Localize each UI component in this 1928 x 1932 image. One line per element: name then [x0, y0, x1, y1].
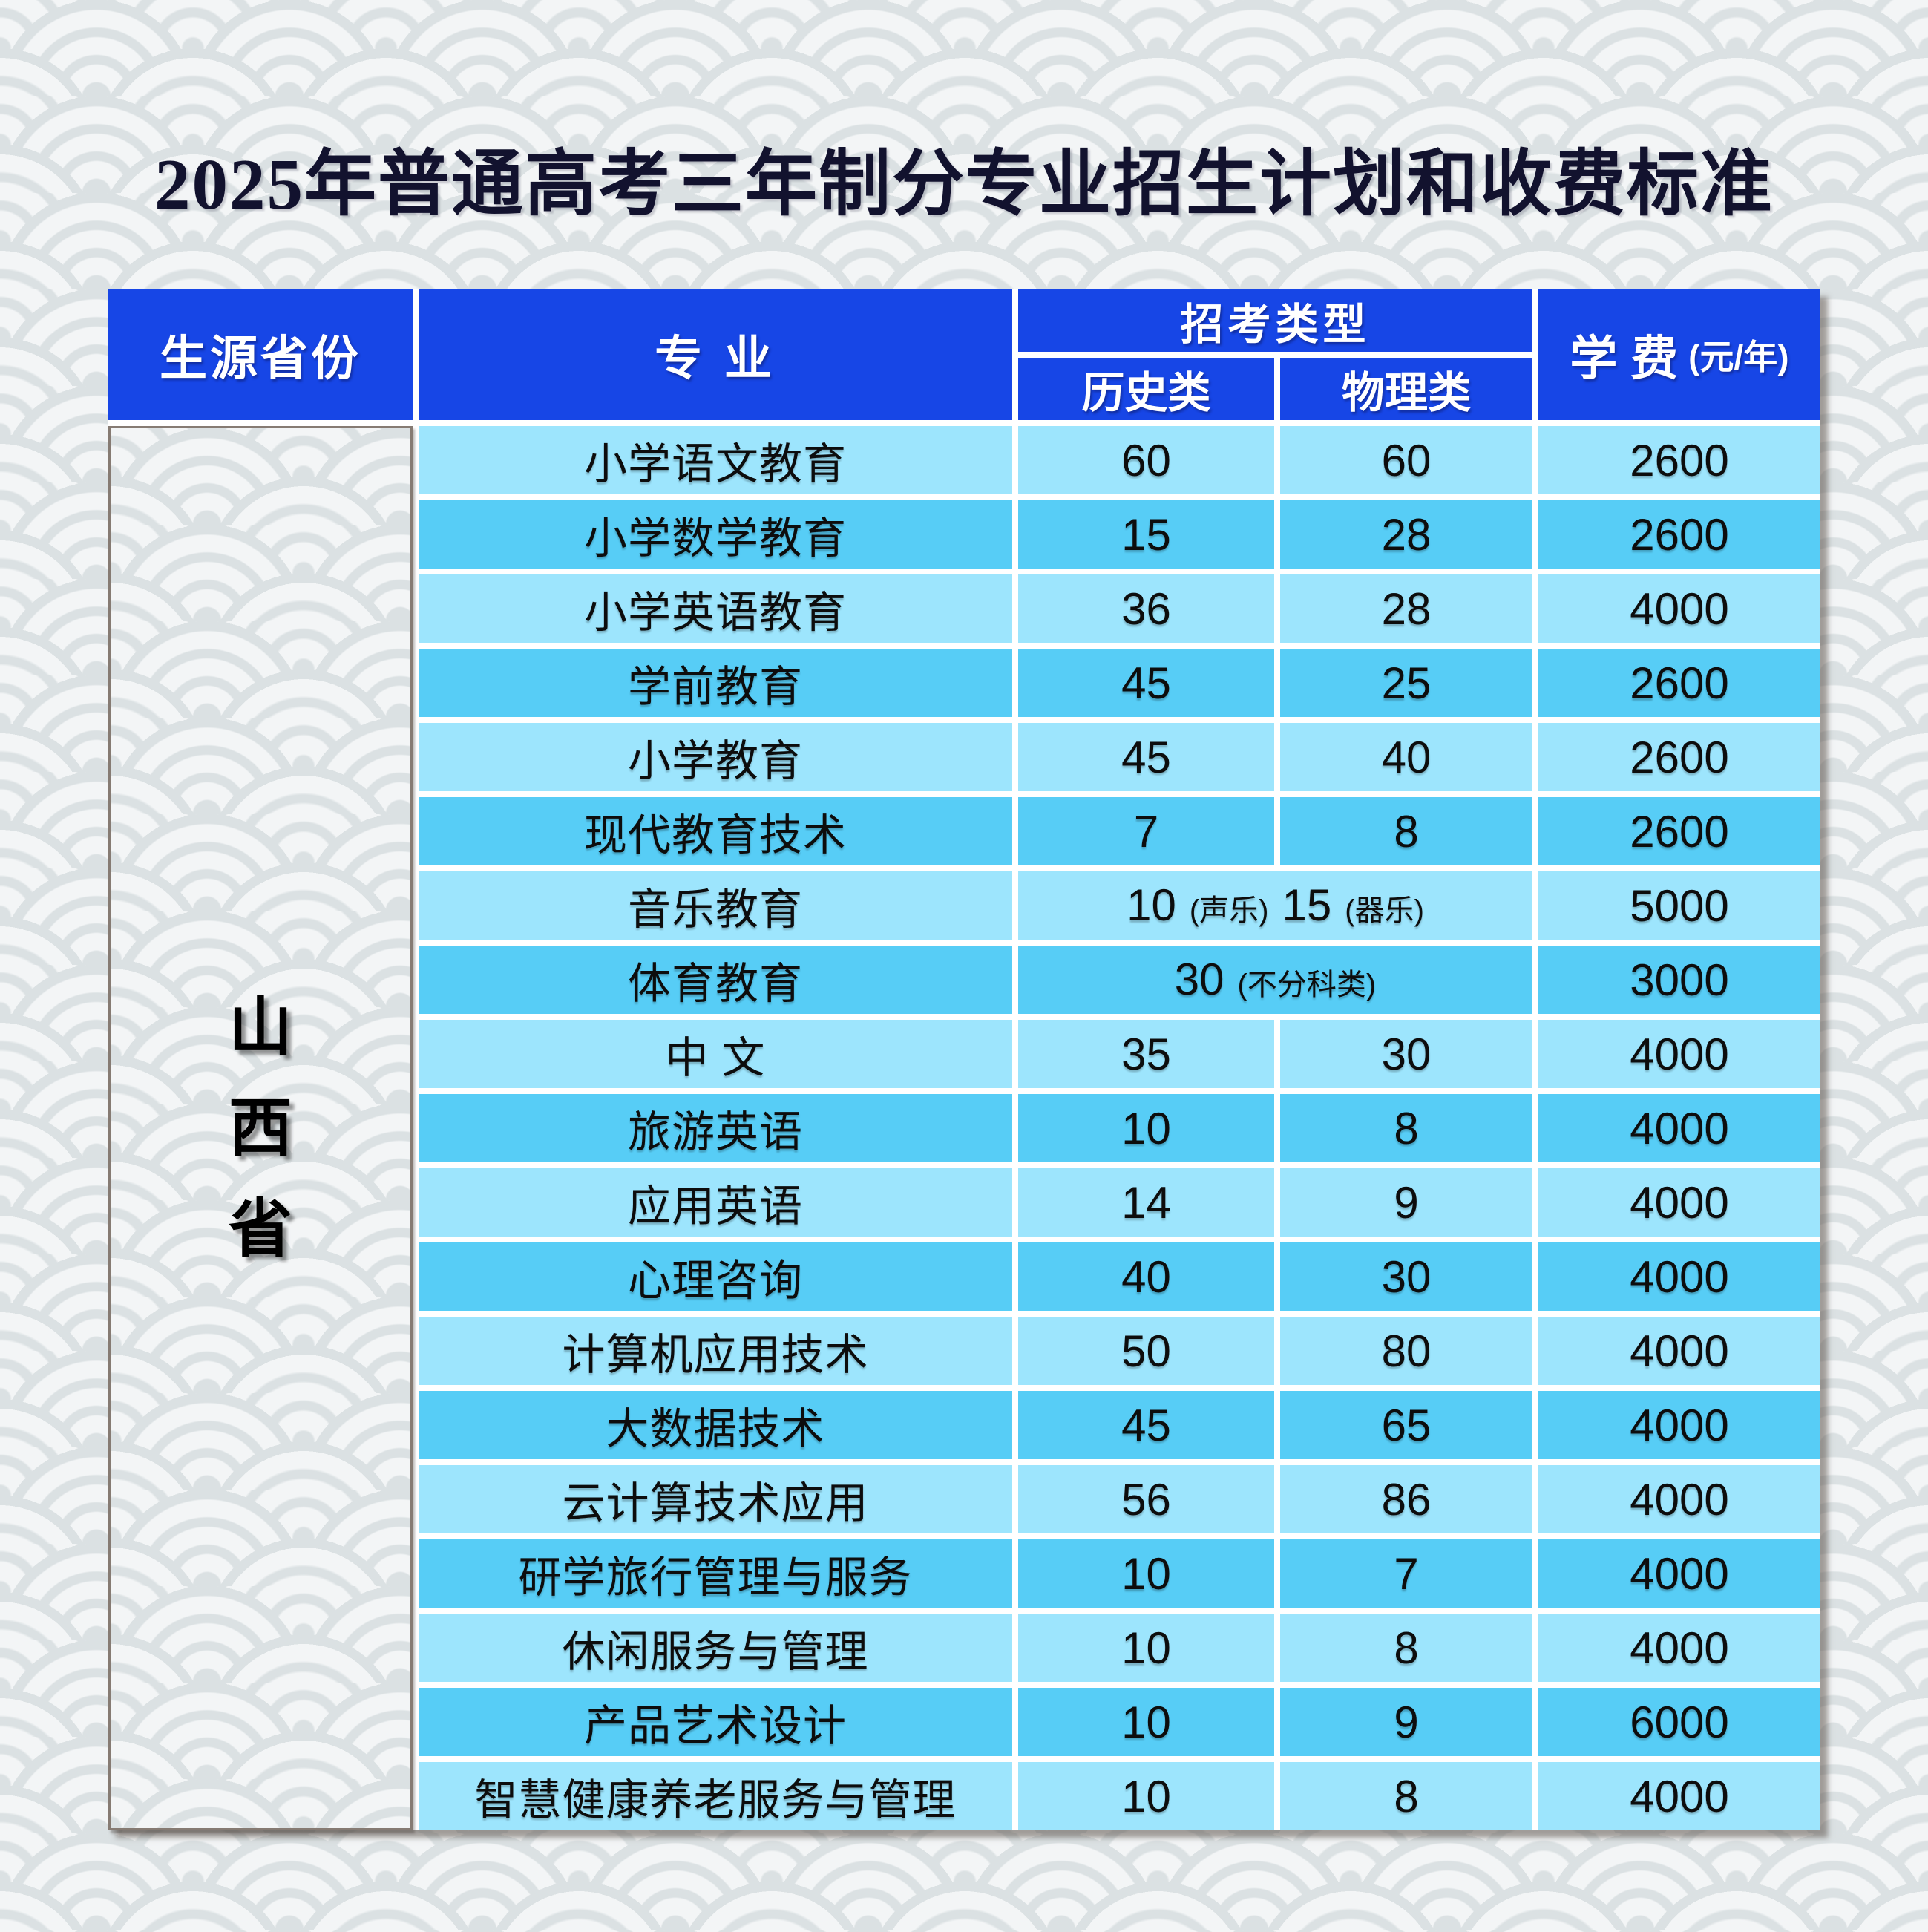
major-cell: 现代教育技术: [419, 797, 1012, 865]
fee-cell: 4000: [1538, 1317, 1820, 1385]
fee-cell: 4000: [1538, 1614, 1820, 1682]
major-cell: 云计算技术应用: [419, 1465, 1012, 1533]
major-cell: 音乐教育: [419, 871, 1012, 940]
fee-cell: 2600: [1538, 797, 1820, 865]
fee-cell: 4000: [1538, 1465, 1820, 1533]
history-count-cell: 45: [1018, 723, 1274, 791]
history-count-cell: 10: [1018, 1094, 1274, 1162]
physics-count-cell: 40: [1280, 723, 1532, 791]
physics-count-cell: 9: [1280, 1168, 1532, 1237]
major-cell: 中 文: [419, 1020, 1012, 1088]
history-count-cell: 45: [1018, 649, 1274, 717]
history-count-cell: 45: [1018, 1391, 1274, 1459]
fee-cell: 2600: [1538, 426, 1820, 494]
header-fee: 学 费 (元/年): [1538, 289, 1820, 420]
physics-count-cell: 30: [1280, 1020, 1532, 1088]
type-merged-cell: 10 (声乐) 15 (器乐): [1018, 871, 1532, 940]
province-char: 山: [229, 992, 292, 1063]
major-cell: 大数据技术: [419, 1391, 1012, 1459]
merged-count: 10: [1127, 880, 1176, 930]
major-cell: 心理咨询: [419, 1242, 1012, 1311]
history-count-cell: 10: [1018, 1614, 1274, 1682]
fee-cell: 4000: [1538, 1020, 1820, 1088]
major-cell: 旅游英语: [419, 1094, 1012, 1162]
major-cell: 小学语文教育: [419, 426, 1012, 494]
fee-cell: 4000: [1538, 1094, 1820, 1162]
major-cell: 计算机应用技术: [419, 1317, 1012, 1385]
history-count-cell: 36: [1018, 574, 1274, 643]
major-cell: 小学教育: [419, 723, 1012, 791]
type-merged-cell: 30 (不分科类): [1018, 946, 1532, 1014]
physics-count-cell: 8: [1280, 1762, 1532, 1830]
physics-count-cell: 30: [1280, 1242, 1532, 1311]
physics-count-cell: 86: [1280, 1465, 1532, 1533]
fee-cell: 2600: [1538, 723, 1820, 791]
history-count-cell: 10: [1018, 1762, 1274, 1830]
admission-table: 生源省份 专 业 招考类型 历史类 物理类 学 费 (元/年) 山西省 小学语文…: [108, 289, 1820, 1830]
merged-count-note: (声乐): [1189, 894, 1269, 927]
physics-count-cell: 28: [1280, 500, 1532, 569]
physics-count-cell: 65: [1280, 1391, 1532, 1459]
page-title: 2025年普通高考三年制分专业招生计划和收费标准: [154, 145, 1774, 224]
fee-cell: 4000: [1538, 574, 1820, 643]
province-char: 省: [229, 1193, 292, 1265]
history-count-cell: 40: [1018, 1242, 1274, 1311]
header-type-group: 招考类型: [1018, 289, 1532, 352]
fee-cell: 4000: [1538, 1242, 1820, 1311]
history-count-cell: 50: [1018, 1317, 1274, 1385]
physics-count-cell: 25: [1280, 649, 1532, 717]
fee-cell: 4000: [1538, 1762, 1820, 1830]
fee-cell: 4000: [1538, 1391, 1820, 1459]
merged-count-note: (不分科类): [1237, 969, 1377, 1001]
history-count-cell: 14: [1018, 1168, 1274, 1237]
physics-count-cell: 8: [1280, 1614, 1532, 1682]
province-char: 西: [229, 1093, 292, 1164]
header-province: 生源省份: [108, 289, 413, 420]
fee-cell: 6000: [1538, 1688, 1820, 1756]
major-cell: 研学旅行管理与服务: [419, 1539, 1012, 1608]
major-cell: 产品艺术设计: [419, 1688, 1012, 1756]
major-cell: 小学数学教育: [419, 500, 1012, 569]
physics-count-cell: 8: [1280, 1094, 1532, 1162]
header-fee-main: 学 费: [1570, 332, 1679, 385]
history-count-cell: 56: [1018, 1465, 1274, 1533]
fee-cell: 5000: [1538, 871, 1820, 940]
header-major: 专 业: [419, 289, 1012, 420]
fee-cell: 4000: [1538, 1539, 1820, 1608]
merged-count: 15: [1282, 880, 1332, 930]
merged-count: 30: [1174, 954, 1224, 1004]
fee-cell: 2600: [1538, 500, 1820, 569]
major-cell: 应用英语: [419, 1168, 1012, 1237]
history-count-cell: 60: [1018, 426, 1274, 494]
physics-count-cell: 80: [1280, 1317, 1532, 1385]
history-count-cell: 10: [1018, 1539, 1274, 1608]
physics-count-cell: 7: [1280, 1539, 1532, 1608]
fee-cell: 4000: [1538, 1168, 1820, 1237]
fee-cell: 3000: [1538, 946, 1820, 1014]
physics-count-cell: 60: [1280, 426, 1532, 494]
history-count-cell: 15: [1018, 500, 1274, 569]
physics-count-cell: 8: [1280, 797, 1532, 865]
history-count-cell: 35: [1018, 1020, 1274, 1088]
major-cell: 小学英语教育: [419, 574, 1012, 643]
fee-cell: 2600: [1538, 649, 1820, 717]
history-count-cell: 7: [1018, 797, 1274, 865]
header-fee-unit: (元/年): [1688, 338, 1789, 376]
physics-count-cell: 9: [1280, 1688, 1532, 1756]
history-count-cell: 10: [1018, 1688, 1274, 1756]
province-cell: 山西省: [108, 426, 413, 1830]
major-cell: 智慧健康养老服务与管理: [419, 1762, 1012, 1830]
major-cell: 体育教育: [419, 946, 1012, 1014]
header-physics: 物理类: [1280, 358, 1532, 420]
major-cell: 休闲服务与管理: [419, 1614, 1012, 1682]
physics-count-cell: 28: [1280, 574, 1532, 643]
major-cell: 学前教育: [419, 649, 1012, 717]
header-history: 历史类: [1018, 358, 1274, 420]
merged-count-note: (器乐): [1345, 894, 1424, 927]
